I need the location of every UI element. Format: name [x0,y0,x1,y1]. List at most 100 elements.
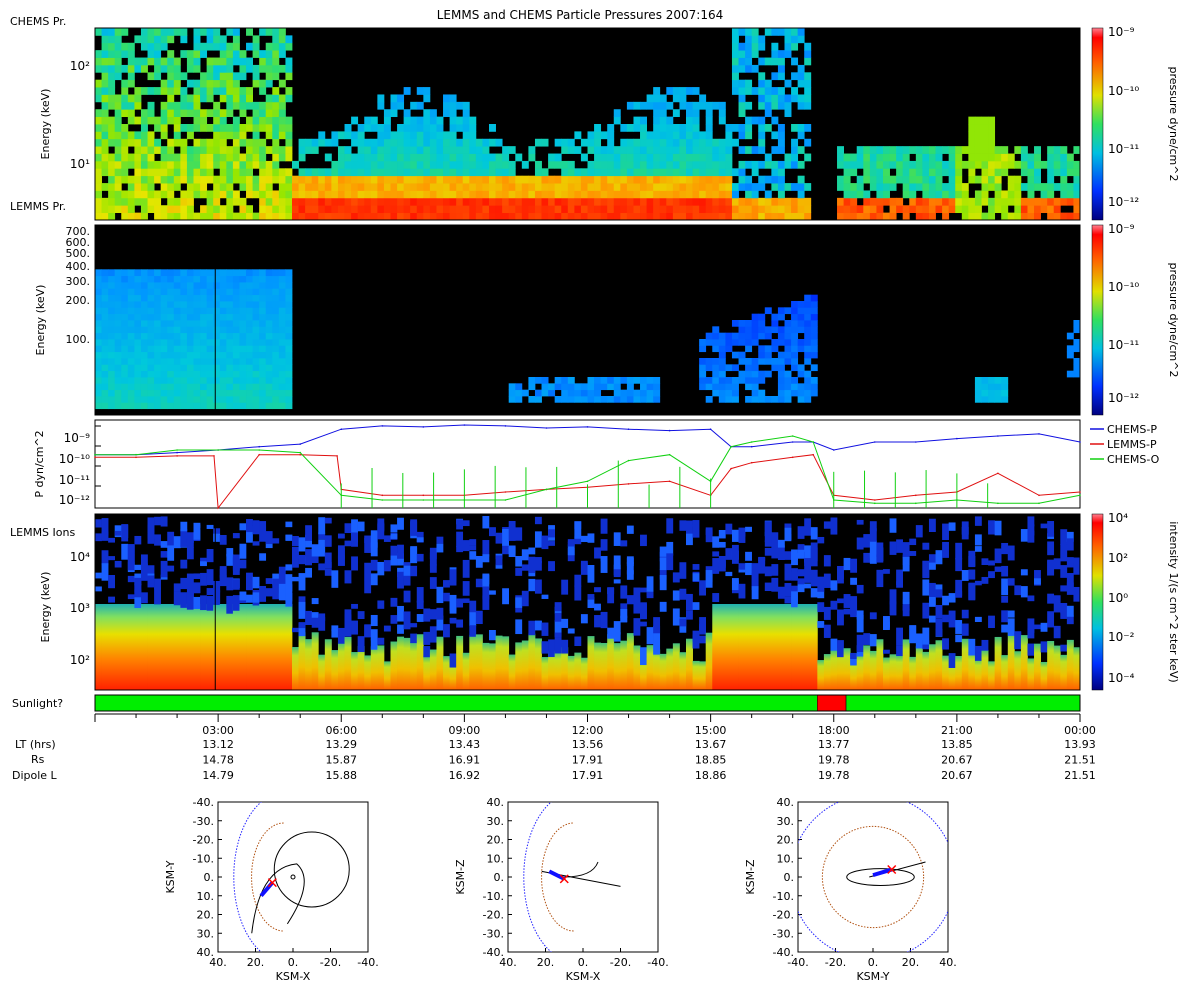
chems-cell [718,101,726,110]
lemms-cell [265,294,273,302]
chems-cell [988,146,996,154]
chems-cell [534,175,542,184]
lemms-cell [705,332,713,340]
chems-cell [219,168,227,177]
chems-cell [528,146,536,154]
chems-cell [206,79,214,88]
ions-noise-cell [534,620,542,630]
chems-cell [876,190,884,199]
chems-cell [1040,160,1048,169]
chems-cell [981,168,989,177]
chems-cell [364,168,372,177]
chems-cell [692,197,700,206]
chems-cell [134,131,142,140]
chems-cell [1060,153,1068,162]
chems-cell [758,57,766,66]
point-chems-o [668,453,671,456]
chems-cell [1066,190,1074,199]
lemms-cell [974,389,982,397]
lemms-cell [193,383,201,391]
lemms-cell [797,301,805,308]
lemms-cell [160,307,168,315]
point-lemms-p [176,455,178,457]
ions-band-cell [1014,651,1022,690]
chems-cell [462,160,470,169]
chems-cell [298,138,306,147]
lemms-cell [246,389,253,397]
chems-cell [147,116,155,125]
chems-cell [337,190,345,199]
chems-cell [600,146,608,154]
ions-noise-cell [699,625,706,634]
ions-noise-cell [554,632,562,638]
lemms-cell [804,313,812,321]
chems-cell [731,35,739,44]
orbit-ytick-label: 0. [494,871,505,884]
ions-noise-cell [364,625,372,638]
chems-cell [515,175,523,184]
lemms-cell [252,345,260,353]
lemms-cell [219,301,227,308]
chems-cell [344,153,352,162]
ions-noise-cell [974,645,982,661]
ions-cbar-tick-3: 10⁰ [1108,591,1128,605]
ions-noise-cell [548,529,555,538]
lemms-cell [988,389,996,397]
lemms-cell [160,383,168,391]
chems-cell [850,160,858,169]
point-chems-o [812,441,814,443]
ions-noise-cell [357,636,365,652]
chems-cell [679,190,687,199]
lemms-cell [134,269,142,277]
ions-noise-cell [640,604,647,620]
chems-cell [653,168,661,177]
chems-cell [213,57,221,66]
ions-noise-cell [252,592,260,603]
ions-noise-cell [429,609,437,620]
chems-cell [915,175,923,184]
chems-cell [1053,197,1061,206]
ions-band-cell [626,633,634,690]
chems-cell [219,153,227,162]
lemms-cell [147,389,155,397]
lemms-cell [134,275,142,283]
chems-cell [640,101,647,110]
ions-noise-cell [968,550,976,568]
chems-cell [666,205,674,214]
chems-cell [344,190,352,199]
chems-cell [252,72,260,81]
chems-cell [377,190,385,199]
time-tick-label: 18:00 [818,724,850,737]
lemms-cell [213,307,221,315]
chems-cell [495,160,503,169]
chems-cell [482,138,490,147]
lemms-cell [200,364,208,372]
chems-cell [758,146,766,154]
lemms-cell [173,389,181,397]
chems-cell [200,190,208,199]
lemms-cell [587,389,595,397]
chems-cell [745,175,753,184]
chems-cell [718,183,726,191]
chems-cell [324,183,332,191]
lemms-cell [777,377,785,384]
chems-cell [594,131,602,140]
chems-cell [1027,153,1035,162]
orbit-ytick-label: 40. [487,796,505,809]
lemms-cell [154,351,162,359]
chems-cell [482,183,490,191]
chems-cell [804,138,812,147]
lemms-cell [751,339,759,346]
chems-cell [173,205,181,214]
orbit-ytick-label: -20. [483,909,504,922]
chems-cell [160,87,168,95]
ions-noise-cell [797,544,805,554]
chems-cell [101,50,109,58]
ions-noise-cell [528,620,536,636]
lemms-cell [180,377,188,384]
chems-cell [1047,205,1055,214]
lemms-cell [232,288,240,296]
lemms-cell [791,351,799,359]
chems-cell [580,197,588,206]
ions-noise-cell [797,579,805,585]
